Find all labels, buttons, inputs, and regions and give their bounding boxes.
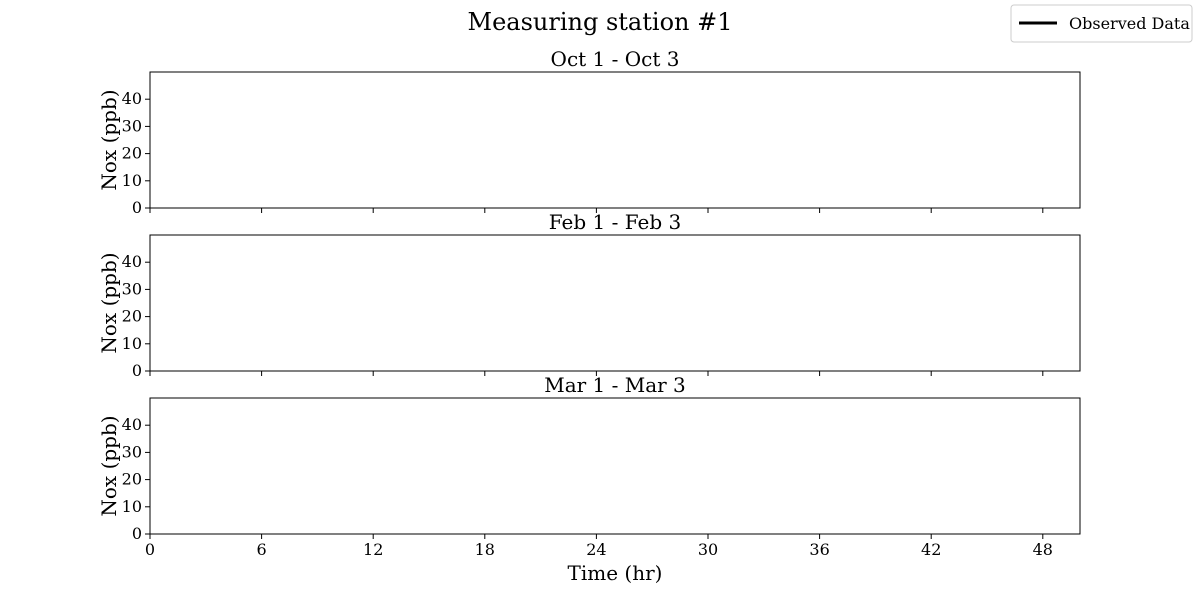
panel-title: Oct 1 - Oct 3	[551, 47, 680, 71]
x-tick-label: 12	[363, 540, 383, 559]
plot-frame	[149, 397, 1081, 535]
x-tick-label: 0	[145, 540, 155, 559]
legend-label: Observed Data	[1069, 14, 1190, 33]
x-axis-label: Time (hr)	[568, 561, 663, 585]
x-tick-label: 48	[1033, 540, 1053, 559]
legend: Observed Data	[1010, 4, 1193, 43]
y-axis-label: Nox (ppb)	[97, 89, 121, 190]
y-tick-label: 10	[122, 497, 142, 516]
y-axis-label: Nox (ppb)	[97, 415, 121, 516]
plot-frame	[149, 234, 1081, 372]
y-tick-label: 20	[122, 307, 142, 326]
y-tick-label: 20	[122, 144, 142, 163]
y-tick-label: 0	[132, 198, 142, 217]
x-tick-label: 36	[809, 540, 829, 559]
x-tick-label: 18	[475, 540, 495, 559]
y-tick-label: 30	[122, 442, 142, 461]
panel-title: Mar 1 - Mar 3	[544, 373, 686, 397]
y-tick-label: 40	[122, 89, 142, 108]
x-tick-label: 6	[257, 540, 267, 559]
y-axis-label: Nox (ppb)	[97, 252, 121, 353]
panel-title: Feb 1 - Feb 3	[549, 210, 681, 234]
y-tick-label: 30	[122, 116, 142, 135]
y-tick-label: 20	[122, 470, 142, 489]
x-tick-label: 30	[698, 540, 718, 559]
plot-frame	[149, 71, 1081, 209]
x-tick-label: 24	[586, 540, 606, 559]
y-tick-label: 0	[132, 524, 142, 543]
y-tick-label: 10	[122, 171, 142, 190]
chart-title: Measuring station #1	[468, 8, 733, 36]
y-tick-label: 10	[122, 334, 142, 353]
x-tick-label: 42	[921, 540, 941, 559]
legend-box	[1010, 4, 1193, 43]
y-tick-label: 40	[122, 252, 142, 271]
y-tick-label: 40	[122, 415, 142, 434]
y-tick-label: 30	[122, 279, 142, 298]
y-tick-label: 0	[132, 361, 142, 380]
